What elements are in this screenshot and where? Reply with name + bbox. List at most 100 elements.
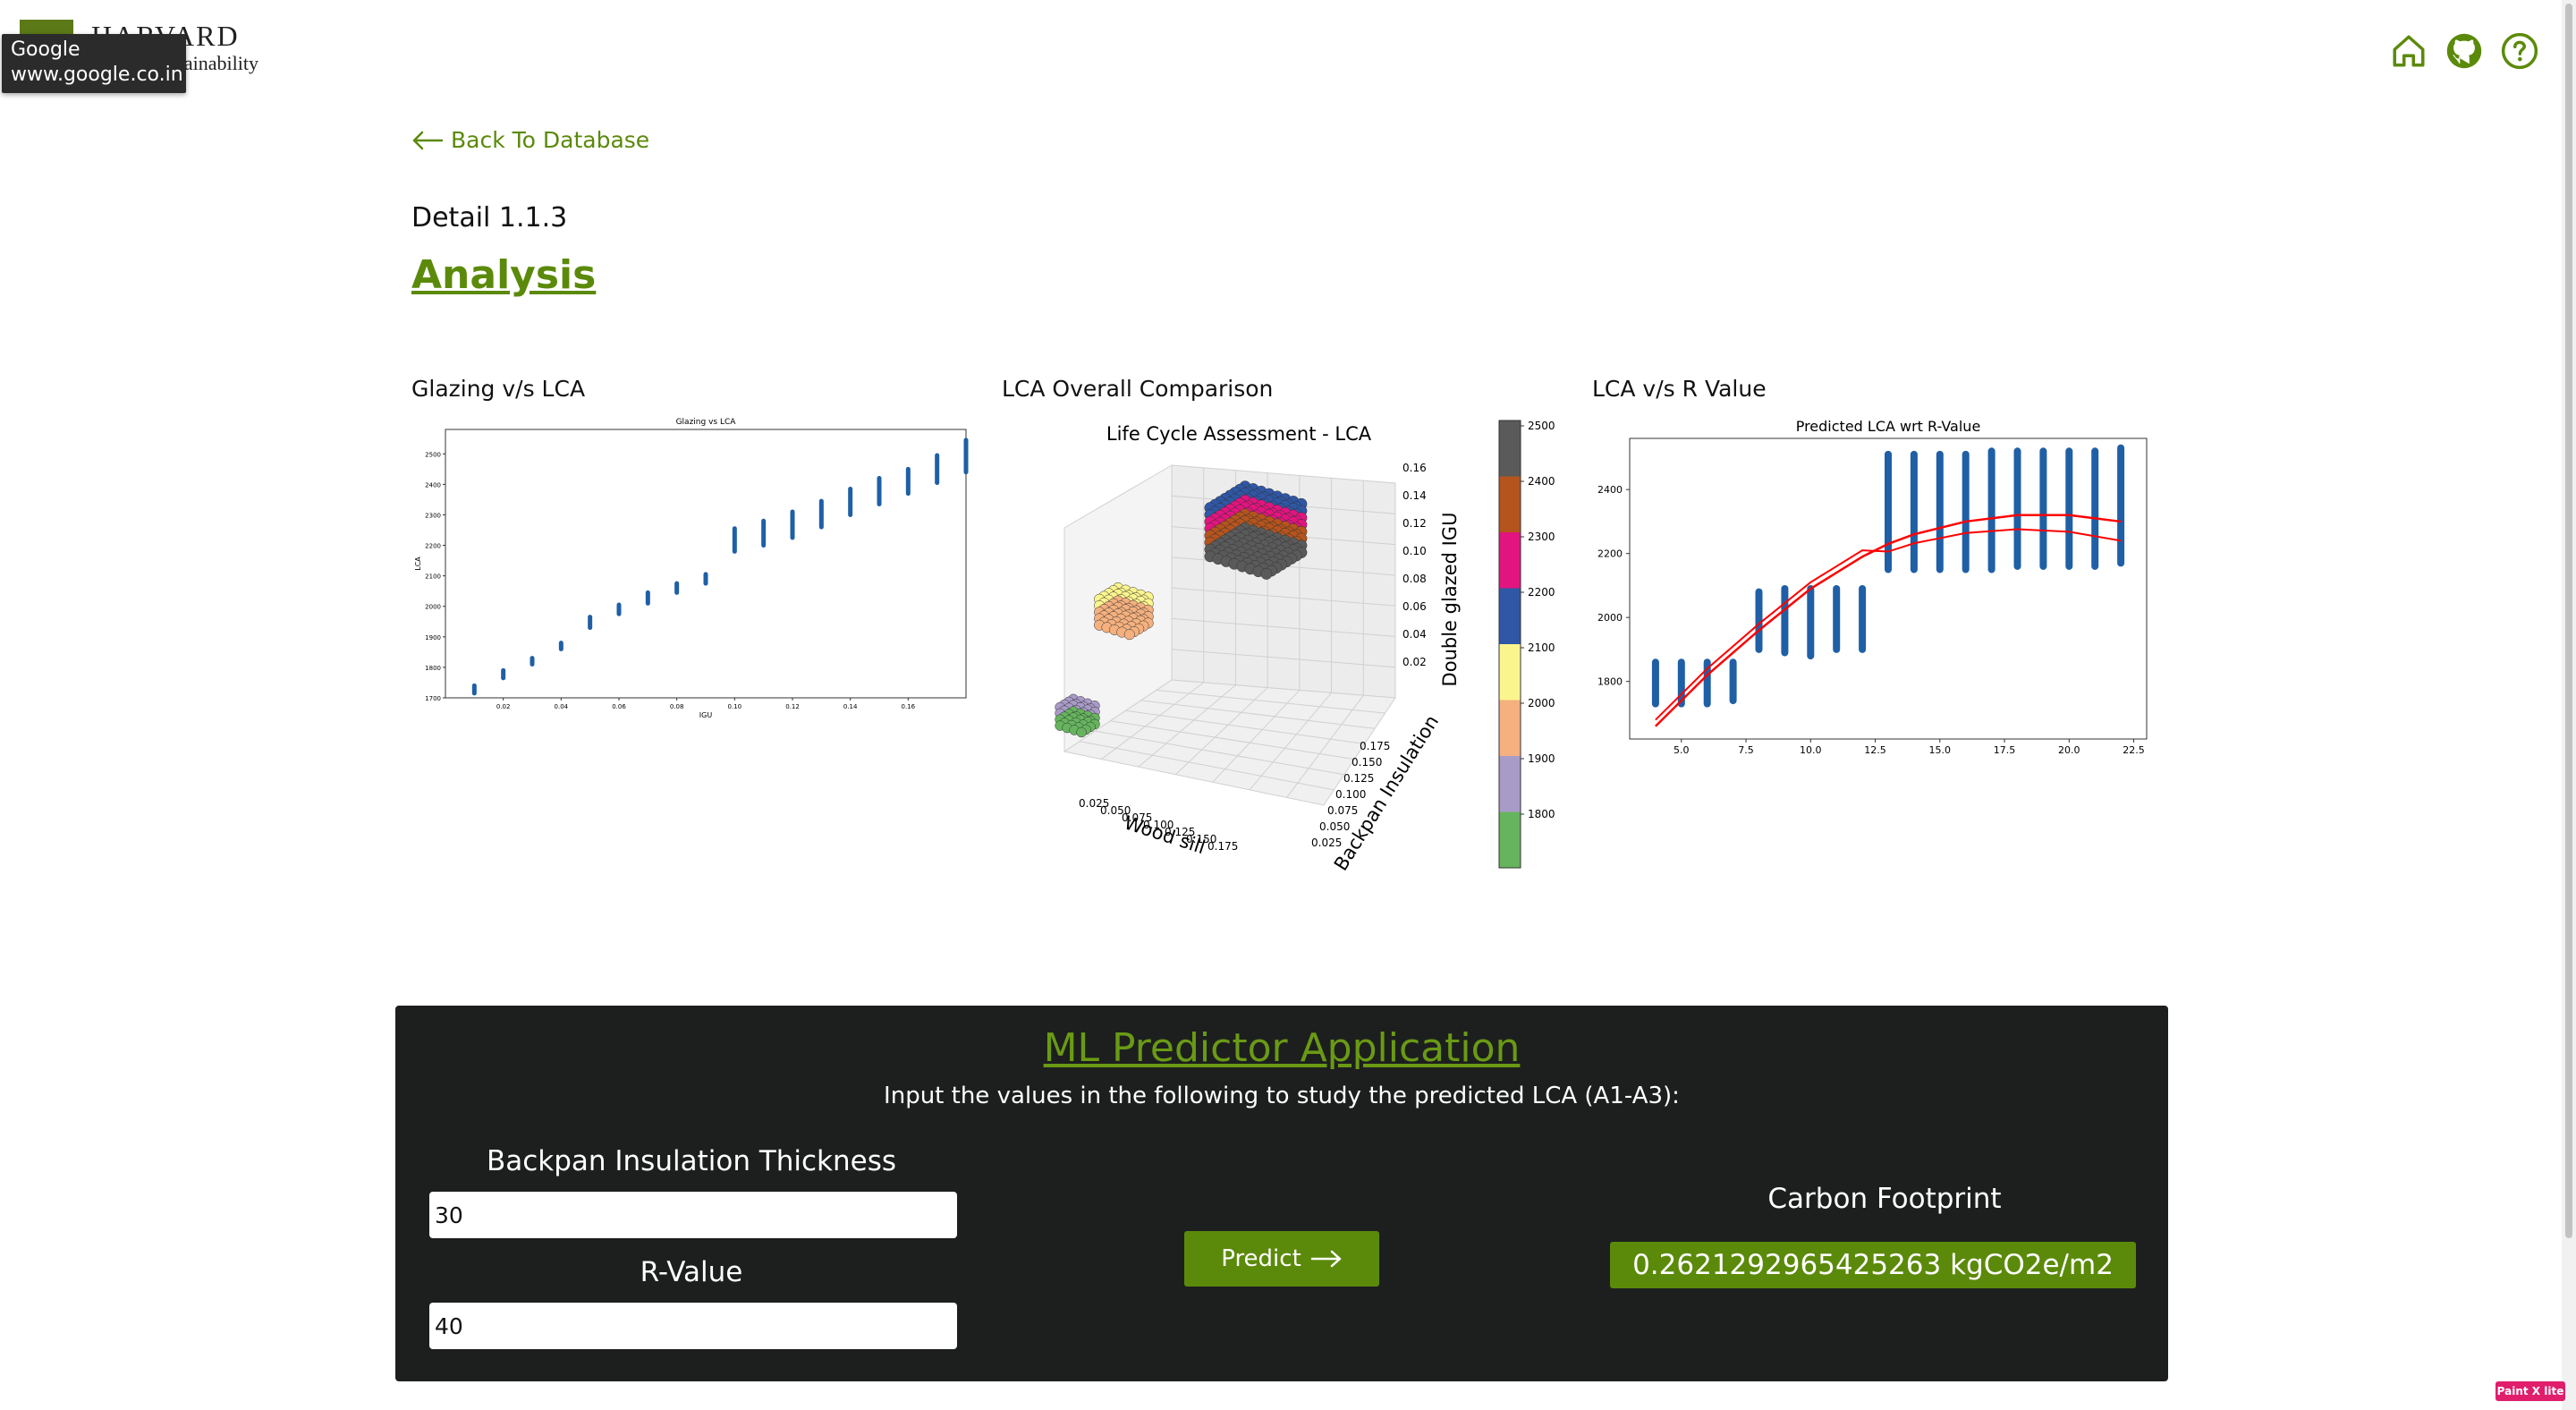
fit-line-secondary [1655,528,2122,721]
x-tick-label: 0.100 [1143,819,1174,831]
grid-line [1110,720,1355,760]
y-tick-label: 2400 [1597,484,1623,496]
y-tick-label: 1800 [425,665,441,672]
rvalue-label: R-Value [640,1256,743,1288]
colorbar-segment [1499,756,1521,812]
rvalue-input[interactable] [429,1303,957,1349]
colorbar-segment [1499,532,1521,589]
pane-grid [1063,464,1396,806]
colorbar-segment [1499,420,1521,477]
glazing-chart-heading: Glazing v/s LCA [411,376,586,402]
y-tick-label: 2400 [425,481,441,488]
colorbar-segment [1499,476,1521,532]
home-icon[interactable] [2390,32,2428,70]
y-tick-label: 2200 [1597,548,1623,560]
backpan-input[interactable] [429,1192,957,1238]
y-tick-label: 2000 [1597,612,1623,624]
z-tick-label: 0.14 [1402,489,1427,502]
grid-line [1138,684,1236,768]
grid-line [1212,690,1301,783]
tooltip-url: www.google.co.in [11,64,183,86]
z-tick-label: 0.10 [1402,545,1427,557]
x-tick-label: 0.16 [902,703,916,710]
colorbar-tick-label: 2400 [1528,475,1555,488]
grid-line [1125,709,1365,744]
x-tick-label: 0.10 [728,703,742,710]
rvalue-chart-heading: LCA v/s R Value [1592,376,1767,402]
colorbar-tick-label: 2200 [1528,586,1555,599]
browser-tooltip: Google www.google.co.in [2,34,186,93]
colorbar-segment [1499,811,1521,868]
lca-vs-rvalue-chart: Predicted LCA wrt R-Value 5.0 7.5 10.0 12.5 1… [1583,412,2165,760]
colorbar-tick-label: 1800 [1528,808,1555,820]
grid-line [1101,682,1205,760]
github-icon[interactable] [2445,32,2483,70]
grid-line [1171,617,1396,637]
lca-overall-3d-chart: Life Cycle Assessment - LCA 0.02 0.04 0.06 0… [1038,412,1574,877]
y-tick-label: 0.050 [1319,820,1350,833]
grid-line [1286,694,1364,798]
x-tick-label: 0.075 [1122,811,1152,824]
back-to-database-link[interactable]: Back To Database [411,127,649,153]
z-tick-label: 0.16 [1402,462,1427,474]
y-tick-label: 2000 [425,604,441,611]
chart-title: Life Cycle Assessment - LCA [1106,423,1372,445]
z-tick-label: 0.04 [1402,628,1427,641]
arrow-right-icon [1310,1250,1342,1268]
y-tick-label: 1700 [425,695,441,702]
arrow-left-icon [412,131,444,149]
predictor-subtitle: Input the values in the following to stu… [884,1083,1680,1109]
z-tick-label: 0.08 [1402,573,1427,585]
grid-line [1140,700,1376,729]
y-tick-label: 2300 [425,512,441,519]
x-tick-label: 0.125 [1165,826,1195,838]
predict-label: Predict [1221,1245,1301,1272]
x-tick-label: 0.150 [1186,833,1216,845]
colorbar-tick-label: 1900 [1528,752,1555,765]
x-tick-label: 0.06 [612,703,626,710]
grid-line [1171,587,1396,607]
grid-line [1080,741,1335,791]
chart-title: Glazing vs LCA [676,418,737,427]
grid-line [1249,692,1332,791]
x-tick-label: 17.5 [1994,744,2016,756]
z-axis-label: Double glazed IGU [1439,513,1461,687]
x-tick-label: 10.0 [1800,744,1822,756]
colorbar-tick-label: 2100 [1528,641,1555,654]
colorbar-segment [1499,644,1521,701]
colorbar-tick-label: 2500 [1528,420,1555,432]
y-axis-label: LCA [414,556,422,571]
x-tick-label: 0.14 [843,703,858,710]
x-tick-label: 0.02 [496,703,511,710]
z-tick-label: 0.02 [1402,656,1427,668]
colorbar-tick-label: 2300 [1528,531,1555,543]
x-tick-label: 0.04 [555,703,569,710]
y-tick-label: 1900 [425,634,441,641]
help-icon[interactable] [2501,32,2538,70]
x-tick-label: 7.5 [1738,744,1754,756]
y-tick-label: 2100 [425,573,441,581]
y-tick-label: 0.075 [1327,804,1358,817]
cluster-point [1123,629,1135,641]
x-axis-label: IGU [699,711,713,719]
grid-line [1174,687,1268,776]
back-label: Back To Database [451,127,650,153]
scrollbar-thumb[interactable] [2565,4,2572,1238]
plot-frame [445,429,967,699]
extension-badge[interactable]: Paint X lite [2496,1381,2565,1401]
tooltip-title: Google [11,38,80,61]
fit-line [1655,514,2122,727]
chart-title: Predicted LCA wrt R-Value [1796,418,1981,435]
y-tick-label: 0.025 [1311,837,1342,849]
predict-button[interactable]: Predict [1184,1231,1379,1287]
analysis-heading[interactable]: Analysis [411,252,597,298]
floor-pane [1063,679,1396,806]
colorbar-frame [1498,420,1521,869]
y-tick-label: 2200 [425,543,441,550]
x-tick-label: 15.0 [1929,744,1952,756]
predictor-title[interactable]: ML Predictor Application [1043,1025,1521,1071]
y-tick-label: 0.150 [1352,756,1382,769]
z-tick-label: 0.12 [1402,517,1427,530]
x-tick-label: 20.0 [2058,744,2080,756]
grid-line [1171,649,1396,668]
